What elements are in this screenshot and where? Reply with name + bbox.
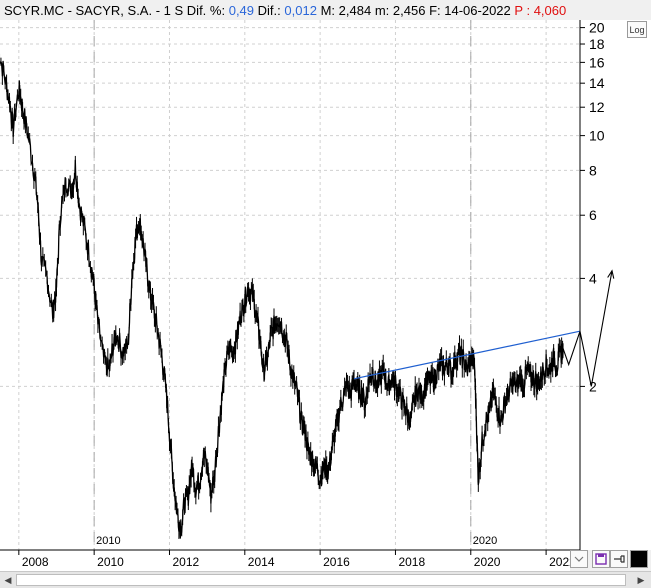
x-tick-label: 2008 xyxy=(22,555,49,569)
plot-area xyxy=(0,20,580,550)
save-button[interactable] xyxy=(592,550,610,568)
dif-label: Dif.: xyxy=(257,3,281,18)
max-value: 2,484 xyxy=(338,3,372,18)
y-axis-panel xyxy=(580,20,651,550)
y-tick-label: 12 xyxy=(589,99,605,115)
x-tick-label: 2014 xyxy=(248,555,275,569)
x-axis-ticks: 2008 2010 2012 2014 2016 2018 2020 2022 xyxy=(18,550,576,569)
scroll-right-icon[interactable]: ▶ xyxy=(637,575,645,585)
trend-line-group[interactable] xyxy=(353,330,581,380)
y-tick-label: 8 xyxy=(589,162,597,178)
price-series xyxy=(0,53,564,539)
save-icon xyxy=(595,553,607,565)
x-tick-label: 2018 xyxy=(398,555,425,569)
x-tick-label: 2020 xyxy=(474,555,501,569)
y-tick-label: 14 xyxy=(589,75,605,91)
separator: - xyxy=(63,3,76,18)
x-tick-label: 2016 xyxy=(323,555,350,569)
date-value: 14-06-2022 xyxy=(444,3,511,18)
pin-icon xyxy=(614,555,625,563)
y-tick-label: 18 xyxy=(589,36,605,52)
date-label: F: xyxy=(429,3,441,18)
scroll-thumb[interactable] xyxy=(16,574,626,586)
year-marker-label: 2020 xyxy=(473,535,497,547)
y-axis-ticks: 2018 16 14 12 10 8 6 4 2 xyxy=(580,20,605,394)
pin-button[interactable] xyxy=(610,550,628,568)
bottom-toolbar xyxy=(570,550,650,570)
dif-value: 0,012 xyxy=(284,3,317,18)
x-tick-label: 2022 xyxy=(549,555,576,569)
dif-pct-value: 0,49 xyxy=(228,3,255,18)
chevron-down-icon xyxy=(574,556,584,562)
horizontal-scrollbar[interactable]: ◀ ▶ xyxy=(0,571,651,588)
min-label: m: xyxy=(374,3,390,18)
zoom-out-button[interactable] xyxy=(570,550,588,568)
trend-line[interactable] xyxy=(353,330,581,380)
color-button[interactable] xyxy=(630,550,648,568)
max-label: M: xyxy=(320,3,336,18)
company-name: SACYR, S.A. xyxy=(75,3,153,18)
x-axis-panel xyxy=(0,550,570,571)
price-label: P : xyxy=(514,3,531,18)
y-tick-label: 4 xyxy=(589,270,597,286)
price-value: 4,060 xyxy=(533,3,567,18)
y-tick-label: 16 xyxy=(589,54,605,70)
y-tick-label: 6 xyxy=(589,207,597,223)
year-marker-label: 2010 xyxy=(96,535,120,547)
y-tick-label: 20 xyxy=(589,20,605,36)
dif-pct-label: Dif. %: xyxy=(186,3,226,18)
log-scale-button[interactable]: Log xyxy=(627,21,647,38)
y-tick-label: 2 xyxy=(589,378,597,394)
x-tick-label: 2010 xyxy=(97,555,124,569)
y-tick-label: 10 xyxy=(589,128,605,144)
chart-header: SCYR.MC - SACYR, S.A. - 1 S Dif. %: 0,49… xyxy=(4,2,584,20)
separator: - xyxy=(152,3,164,18)
period: 1 S xyxy=(163,3,184,18)
x-tick-label: 2012 xyxy=(172,555,199,569)
projection-arrowhead xyxy=(607,269,615,279)
symbol: SCYR.MC xyxy=(4,3,64,18)
min-value: 2,456 xyxy=(392,3,426,18)
scroll-left-icon[interactable]: ◀ xyxy=(4,575,12,585)
